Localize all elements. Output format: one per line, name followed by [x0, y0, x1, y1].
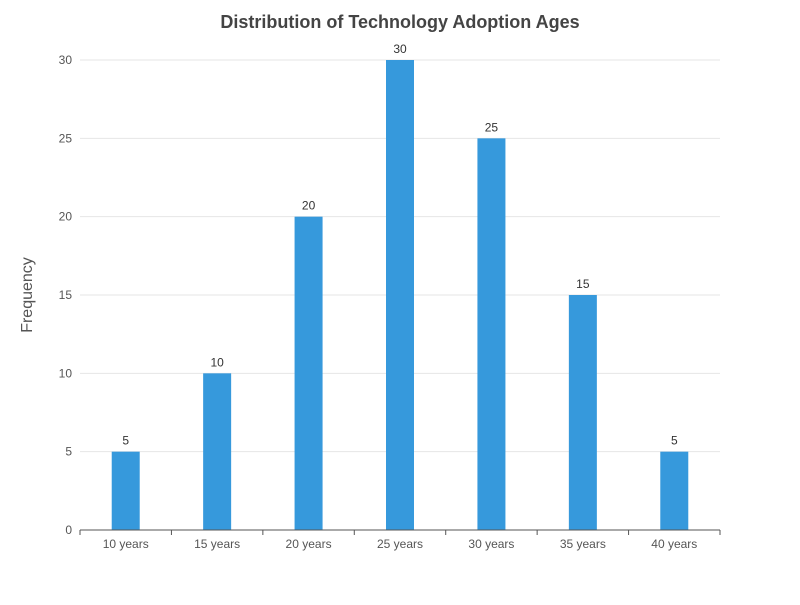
- data-labels: 5 10 20 30 25 15 5: [122, 42, 678, 448]
- y-axis-ticks: 0 5 10 15 20 25 30: [59, 53, 73, 537]
- y-tick-label: 10: [59, 366, 73, 380]
- y-tick-label: 25: [59, 131, 73, 145]
- data-label: 25: [485, 120, 499, 134]
- bar[interactable]: [294, 216, 323, 530]
- bars: [111, 60, 689, 531]
- bar[interactable]: [568, 295, 597, 530]
- data-label: 10: [210, 355, 224, 369]
- bar[interactable]: [111, 451, 140, 530]
- x-tick-label: 35 years: [560, 537, 606, 551]
- y-tick-label: 15: [59, 288, 73, 302]
- x-axis: 10 years 15 years 20 years 25 years 30 years…: [79, 529, 721, 551]
- data-label: 5: [671, 434, 678, 448]
- chart-title: Distribution of Technology Adoption Ages: [220, 12, 579, 32]
- data-label: 30: [393, 42, 407, 56]
- y-tick-label: 20: [59, 210, 73, 224]
- bar[interactable]: [203, 373, 232, 530]
- x-tick-label: 20 years: [286, 537, 332, 551]
- y-tick-label: 0: [65, 523, 72, 537]
- bar[interactable]: [477, 138, 506, 531]
- data-label: 20: [302, 199, 316, 213]
- x-tick-label: 40 years: [651, 537, 697, 551]
- bar[interactable]: [386, 60, 414, 530]
- x-tick-label: 10 years: [103, 537, 149, 551]
- x-tick-label: 25 years: [377, 537, 423, 551]
- x-tick-label: 30 years: [468, 537, 514, 551]
- y-axis-label: Frequency: [19, 257, 36, 333]
- data-label: 5: [122, 434, 129, 448]
- y-tick-label: 5: [65, 445, 72, 459]
- x-tick-label: 15 years: [194, 537, 240, 551]
- bar[interactable]: [660, 451, 689, 530]
- data-label: 15: [576, 277, 590, 291]
- y-tick-label: 30: [59, 53, 73, 67]
